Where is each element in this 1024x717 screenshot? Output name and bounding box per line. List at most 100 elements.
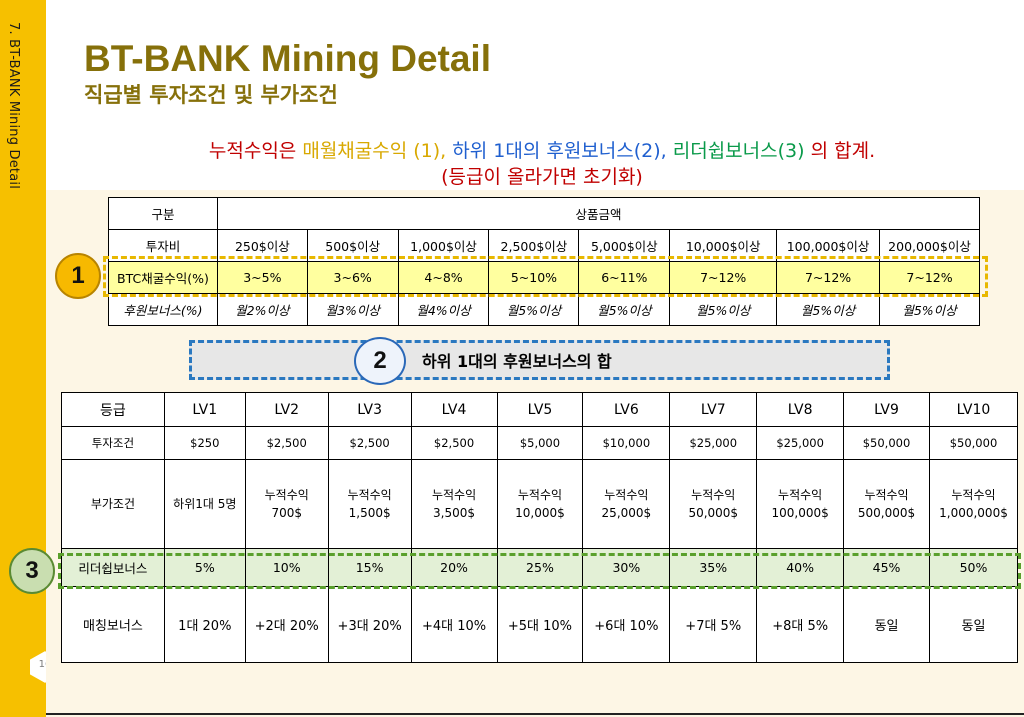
extra-cell: 누적수익 1,500$ [327, 459, 412, 549]
extra-cell-amount: 10,000$ [515, 506, 565, 520]
summary-part-e: 의 합계. [804, 140, 876, 162]
bonus-cell: 월5%이상 [488, 293, 580, 326]
extra-cell-amount: 1,000,000$ [939, 506, 1008, 520]
match-cell: 동일 [843, 586, 930, 663]
extra-cell-line1: 누적수익 [778, 488, 823, 502]
summary-line-1: 누적수익은 매월채굴수익 (1), 하위 1대의 후원보너스(2), 리더쉽보너… [0, 136, 1024, 163]
invest-cell: $250 [163, 426, 246, 460]
invest-cell: $2,500 [410, 426, 498, 460]
bonus-cell: 월2%이상 [216, 293, 308, 326]
sponsor-bonus-callout-text: 하위 1대의 후원보너스의 합 [422, 352, 612, 371]
extra-cell-line1: 누적수익 [951, 488, 996, 502]
level-cell: LV1 [163, 392, 246, 427]
yield-cell: 5~10% [488, 261, 580, 294]
extra-cell: 누적수익 10,000$ [496, 459, 584, 549]
extra-cell-amount: 1,500$ [348, 506, 391, 520]
page-subtitle: 직급별 투자조건 및 부가조건 [84, 83, 338, 107]
level-cell: LV9 [843, 392, 930, 427]
match-cell: +8대 5% [756, 586, 845, 663]
level-cell: LV7 [669, 392, 758, 427]
level-cell: LV10 [928, 392, 1019, 427]
match-cell: 1대 20% [163, 586, 246, 663]
bonus-cell: 월5%이상 [578, 293, 671, 326]
extra-row-label: 부가조건 [61, 459, 165, 549]
invest-cell: $50,000 [843, 426, 930, 460]
extra-cell: 누적수익 500,000$ [843, 459, 930, 549]
extra-cell-amount: 50,000$ [688, 506, 739, 520]
extra-cell: 누적수익 25,000$ [582, 459, 671, 549]
extra-cell: 누적수익 3,500$ [410, 459, 498, 549]
summary-part-b: 매월채굴수익 (1), [302, 140, 447, 162]
callout-badge-2: 2 [354, 337, 406, 385]
bonus-label: 후원보너스(%) [108, 293, 218, 326]
bonus-cell: 월5%이상 [776, 293, 881, 326]
extra-cell-line1: 누적수익 [604, 488, 649, 502]
extra-cell-line1: 누적수익 [347, 488, 392, 502]
yield-cell: 6~11% [578, 261, 671, 294]
invest-row-label: 투자조건 [61, 426, 165, 460]
yield-cell: 3~5% [216, 261, 308, 294]
page-number: 16 [38, 659, 52, 670]
match-cell: +4대 10% [410, 586, 498, 663]
summary-part-d: 리더쉽보너스(3) [666, 140, 805, 162]
extra-cell: 하위1대 5명 [163, 459, 246, 549]
bonus-cell: 월4%이상 [397, 293, 490, 326]
invest-cell: $2,500 [327, 426, 412, 460]
extra-cell-line1: 누적수익 [864, 488, 909, 502]
product-span-header: 상품금액 [216, 197, 981, 230]
sponsor-bonus-callout [189, 340, 890, 380]
extra-cell-amount: 3,500$ [433, 506, 476, 520]
match-cell: 동일 [928, 586, 1019, 663]
level-row-label: 등급 [61, 392, 165, 427]
invest-cell: $25,000 [756, 426, 845, 460]
invest-cell: $2,500 [244, 426, 329, 460]
match-cell: +7대 5% [669, 586, 758, 663]
extra-cell: 누적수익 700$ [244, 459, 329, 549]
footer-divider [46, 713, 1024, 715]
level-cell: LV4 [410, 392, 498, 427]
match-cell: +6대 10% [582, 586, 671, 663]
level-cell: LV5 [496, 392, 584, 427]
bonus-cell: 월5%이상 [669, 293, 778, 326]
level-table: 등급 LV1 LV2 LV3 LV4 LV5 LV6 LV7 LV8 LV9 L… [61, 392, 1019, 663]
extra-cell-line1: 누적수익 [264, 488, 309, 502]
section-label: 7. BT-BANK Mining Detail [6, 22, 21, 190]
extra-cell-amount: 25,000$ [601, 506, 652, 520]
extra-cell: 누적수익 1,000,000$ [928, 459, 1019, 549]
sidebar: 7. BT-BANK Mining Detail [0, 0, 46, 717]
invest-cell: $50,000 [928, 426, 1019, 460]
product-col-header: 구분 [108, 197, 218, 230]
match-cell: +5대 10% [496, 586, 584, 663]
product-table: 구분 상품금액 투자비 250$이상 500$이상 1,000$이상 2,500… [108, 197, 981, 326]
yield-row-highlight [103, 256, 988, 297]
callout-badge-1: 1 [55, 253, 101, 299]
extra-cell-line1: 누적수익 [431, 488, 477, 502]
callout-badge-3: 3 [9, 548, 55, 594]
level-cell: LV8 [756, 392, 845, 427]
invest-cell: $25,000 [669, 426, 758, 460]
extra-cell-line1: 누적수익 [517, 488, 563, 502]
yield-cell: 3~6% [306, 261, 399, 294]
yield-cell: 7~12% [669, 261, 778, 294]
level-cell: LV2 [244, 392, 329, 427]
extra-cell-amount: 700$ [271, 506, 302, 520]
bonus-cell: 월5%이상 [879, 293, 980, 326]
match-row-label: 매칭보너스 [61, 586, 165, 663]
extra-cell-line1: 누적수익 [691, 488, 736, 502]
extra-cell-amount: 500,000$ [857, 506, 916, 520]
invest-cell: $10,000 [582, 426, 671, 460]
page-title: BT-BANK Mining Detail [84, 38, 491, 79]
yield-cell: 4~8% [397, 261, 490, 294]
level-cell: LV3 [327, 392, 412, 427]
bonus-cell: 월3%이상 [306, 293, 399, 326]
leader-row-highlight [58, 553, 1021, 589]
extra-cell-amount: 100,000$ [771, 506, 829, 520]
extra-cell: 누적수익 50,000$ [669, 459, 758, 549]
level-cell: LV6 [582, 392, 671, 427]
invest-cell: $5,000 [496, 426, 584, 460]
match-cell: +2대 20% [244, 586, 329, 663]
extra-cell: 누적수익 100,000$ [756, 459, 845, 549]
summary-line-2: (등급이 올라가면 초기화) [441, 166, 643, 188]
yield-label: BTC채굴수익(%) [108, 261, 218, 294]
summary-part-c: 하위 1대의 후원보너스(2), [446, 140, 667, 162]
